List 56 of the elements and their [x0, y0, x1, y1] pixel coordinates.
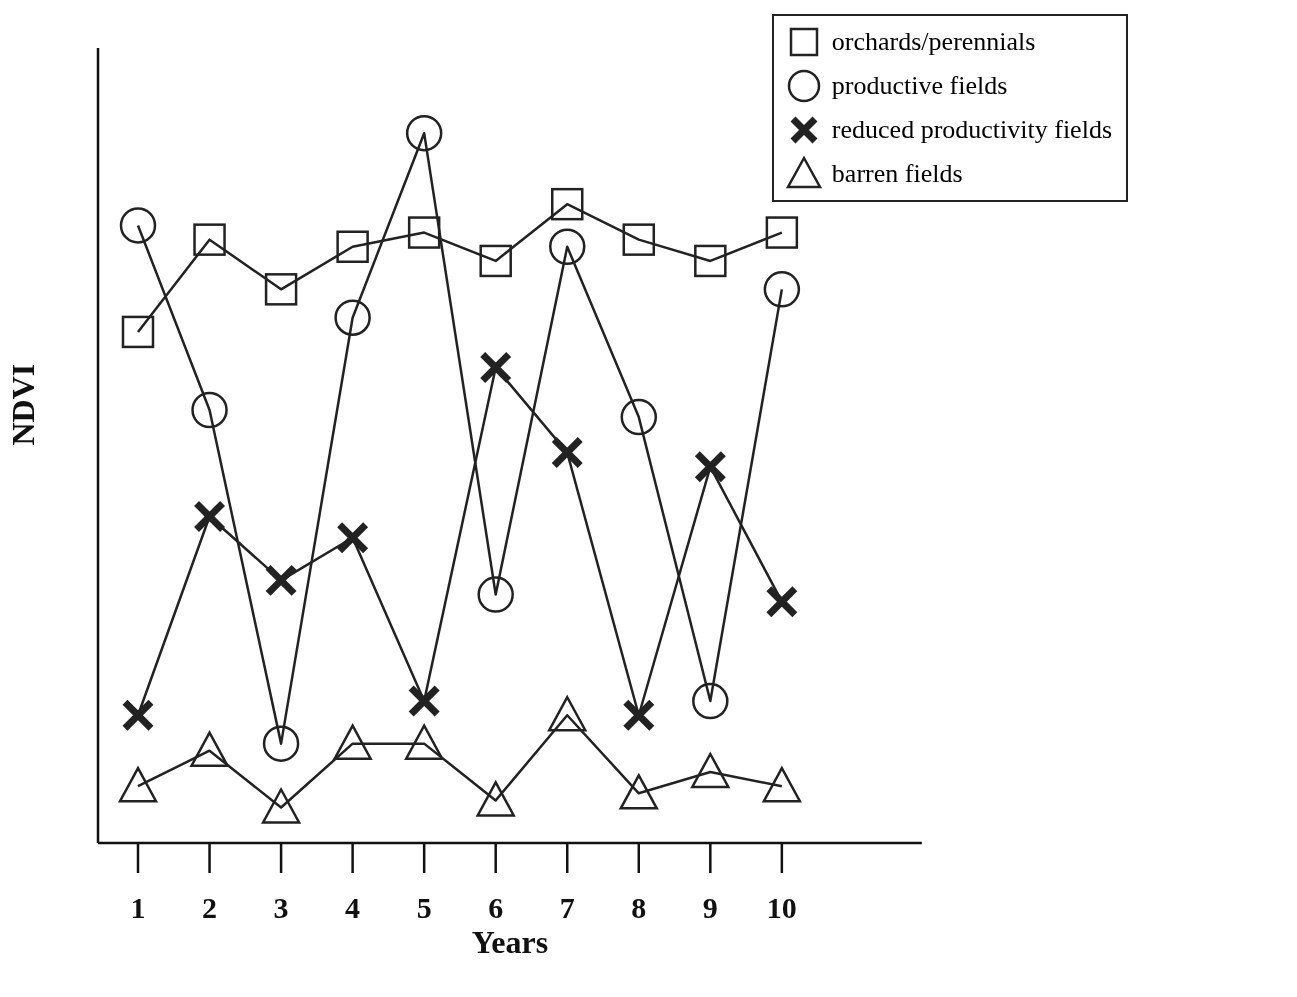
x-axis-title: Years — [471, 924, 549, 960]
point — [262, 725, 300, 762]
point — [479, 244, 512, 278]
x-tick-label: 8 — [631, 891, 647, 925]
point — [121, 315, 155, 349]
point — [407, 684, 441, 718]
point — [547, 695, 587, 732]
x-tick-label: 9 — [702, 891, 718, 925]
point — [693, 450, 727, 484]
point — [691, 752, 730, 789]
point — [548, 228, 586, 265]
x-tick-label: 10 — [766, 891, 797, 925]
point — [476, 781, 515, 817]
point — [264, 563, 298, 597]
point — [765, 585, 799, 619]
point — [763, 271, 801, 308]
legend-label: barren fields — [831, 159, 963, 189]
x-tick-label: 7 — [559, 891, 575, 925]
legend-label: productive fields — [831, 71, 1008, 101]
legend-label: reduced productivity fields — [831, 115, 1112, 145]
point — [479, 350, 513, 384]
point — [336, 521, 370, 555]
x-tick-label: 4 — [345, 891, 361, 925]
point — [477, 576, 514, 613]
point — [622, 698, 656, 732]
point — [193, 223, 226, 256]
point — [333, 724, 372, 760]
point — [334, 299, 371, 336]
point — [119, 207, 157, 244]
x-tick-label: 5 — [416, 891, 432, 925]
point — [550, 436, 584, 470]
point — [407, 216, 441, 249]
point — [191, 391, 228, 429]
x-tick-label: 2 — [202, 891, 218, 925]
legend-label: orchards/perennials — [831, 27, 1036, 57]
point — [261, 788, 301, 824]
point — [405, 114, 443, 152]
x-tick-label: 1 — [130, 891, 146, 925]
x-tick-label: 3 — [273, 891, 289, 925]
point — [694, 244, 727, 278]
point — [622, 223, 656, 256]
point — [765, 216, 799, 249]
point — [762, 766, 802, 803]
point — [193, 499, 227, 533]
y-axis-title: NDVI — [5, 363, 42, 446]
point — [404, 724, 444, 760]
point — [550, 187, 584, 221]
point — [619, 774, 659, 810]
x-tick-label: 6 — [488, 891, 504, 925]
point — [190, 731, 229, 767]
point — [692, 682, 729, 720]
point — [336, 230, 369, 263]
point — [264, 273, 298, 306]
point — [121, 698, 155, 732]
point — [620, 398, 658, 436]
point — [118, 766, 158, 803]
